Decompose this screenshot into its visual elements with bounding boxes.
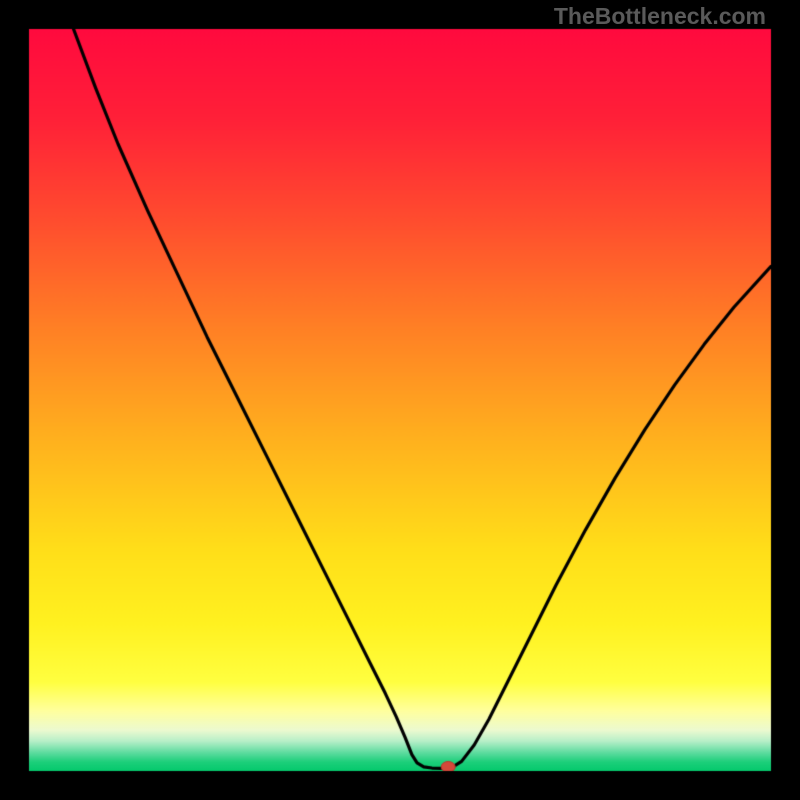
- bottleneck-chart-canvas: [0, 0, 800, 800]
- chart-container: TheBottleneck.com: [0, 0, 800, 800]
